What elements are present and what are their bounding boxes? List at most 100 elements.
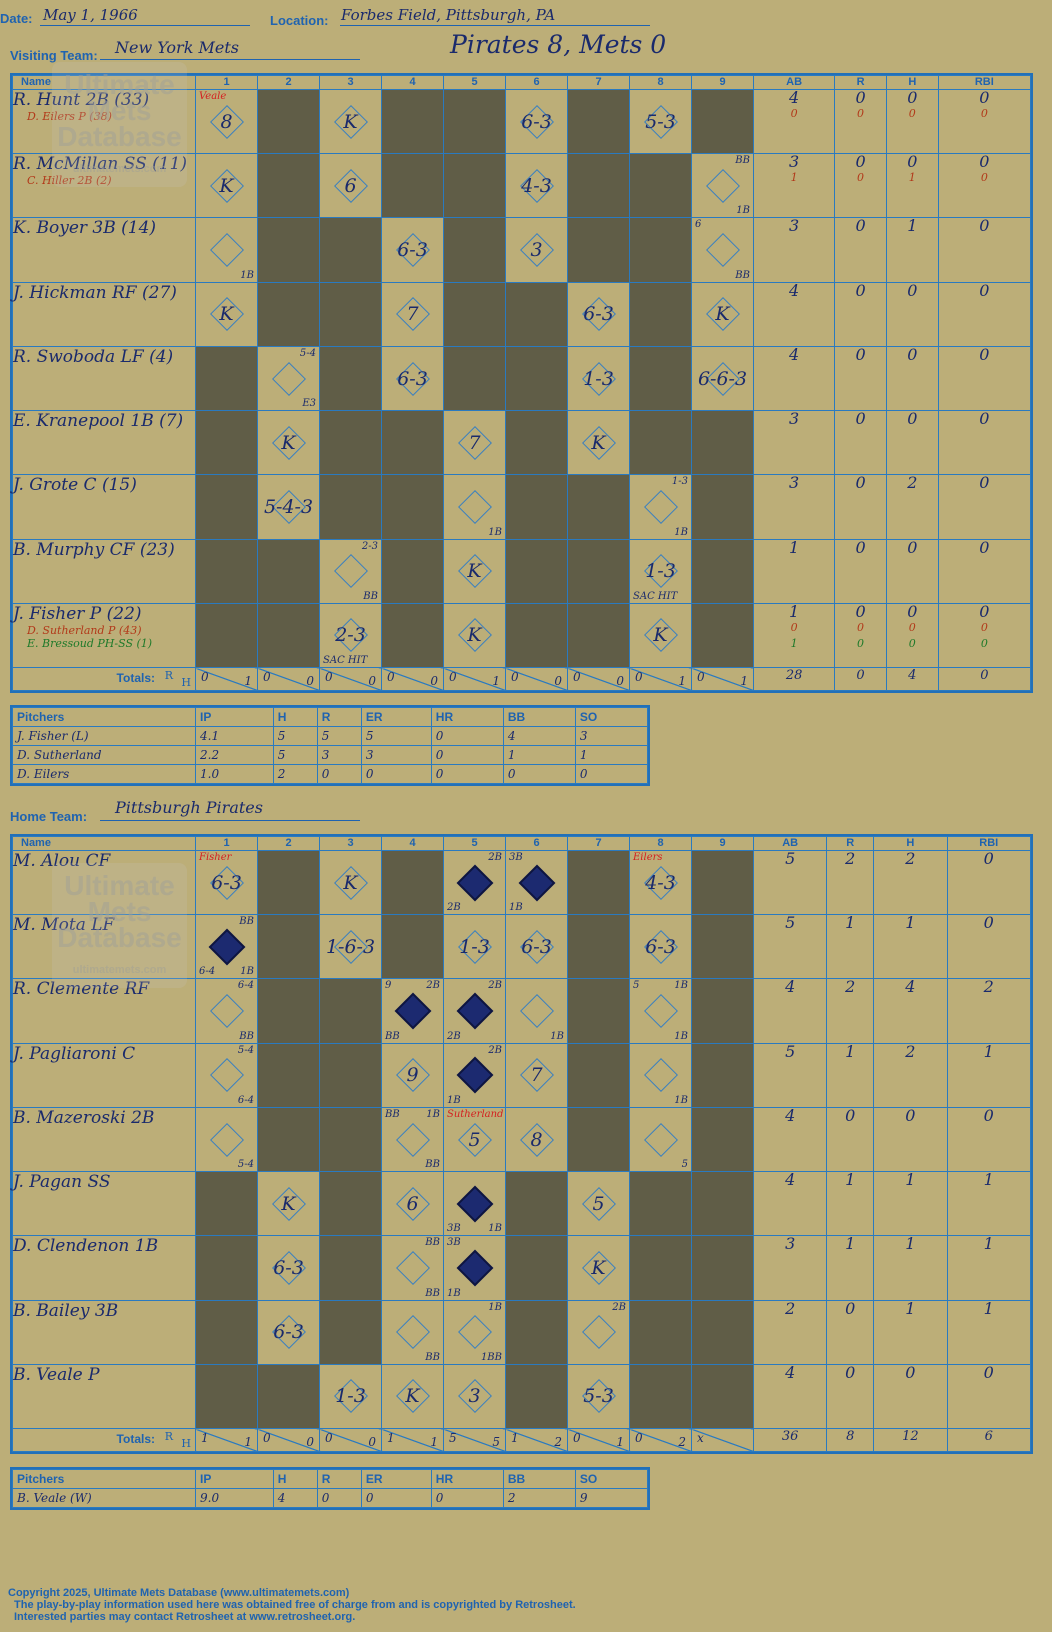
base-diamond	[456, 1185, 493, 1223]
at-bat-cell: 1B	[629, 1042, 692, 1108]
stat-value: 0	[907, 152, 918, 172]
play-note: 5-4	[237, 1159, 254, 1171]
column-header-inning: 3	[319, 836, 382, 851]
batter-stat: 0	[834, 538, 887, 604]
base-diamond	[333, 554, 368, 589]
stat-value: 2	[905, 1041, 916, 1061]
play-note: 2B	[488, 980, 502, 992]
totals-row: Totals: R H 1 1 0 0 0 0 1 1 5 5 1 2 0 1 0 2 x 36 8 12 6	[12, 1428, 1032, 1452]
at-bat-cell	[381, 410, 444, 476]
substitute-stat: 0	[857, 636, 865, 650]
at-bat-cell	[381, 88, 444, 155]
visiting-scorecard: Name 1 2 3 4 5 6 7 8 9 AB R H RBI R. Hunt 2B (33) D. E…	[10, 73, 1033, 693]
at-bat-cell	[567, 153, 630, 219]
at-bat-cell: K	[195, 153, 258, 219]
inning-hits: 0	[616, 674, 624, 688]
batter-stat: 4	[752, 978, 828, 1044]
at-bat-cell: 6-3	[629, 914, 692, 980]
stat-value: 1	[845, 1041, 856, 1061]
at-bat-cell	[319, 410, 382, 476]
batter-stat: 4	[752, 345, 836, 412]
batter-stat: 1	[873, 1235, 948, 1301]
at-bat-cell	[257, 849, 320, 916]
play-note: BB	[239, 916, 254, 928]
batter-name: J. Fisher P (22)	[13, 603, 142, 624]
batter-name-cell: B. Murphy CF (23)	[12, 538, 196, 604]
batter-name-cell: R. Swoboda LF (4)	[12, 345, 196, 412]
at-bat-cell: 6-3	[567, 281, 630, 347]
play-result: 6	[406, 1192, 419, 1215]
pitcher-stat: 3	[574, 726, 649, 746]
batter-row: J. Fisher P (22) D. Sutherland P (43) E. B…	[12, 601, 1032, 669]
play-note: BB	[425, 1287, 440, 1299]
play-result: 7	[468, 431, 481, 454]
at-bat-cell	[505, 345, 568, 412]
total-r: 8	[826, 1428, 875, 1452]
stat-value: 1	[845, 1170, 856, 1190]
play-result: 5-3	[645, 110, 676, 133]
batter-row: B. Murphy CF (23) 2-3 BB K 1-3 SAC HIT 1 0 0 0	[12, 537, 1032, 604]
play-note: 1B	[488, 526, 502, 538]
batter-row: K. Boyer 3B (14) 1B 6-3 3 6 BB 3 0 1 0	[12, 217, 1032, 283]
at-bat-cell: 2B 2B	[443, 978, 506, 1044]
batter-row: B. Bailey 3B 6-3 BB 1B 1BB 2B 2 0 1 1	[12, 1299, 1032, 1365]
base-diamond	[457, 490, 492, 524]
play-note: 1B	[674, 1030, 688, 1042]
pitcher-stat: 1	[574, 745, 649, 765]
batter-name: M. Alou CF	[13, 851, 111, 871]
stat-value: 1	[788, 601, 800, 621]
stat-value: 0	[979, 537, 990, 557]
play-note: 5-4	[299, 347, 316, 359]
stat-value: 0	[907, 344, 918, 364]
at-bat-cell	[257, 602, 320, 669]
batter-name-cell: M. Mota LF	[12, 914, 196, 980]
base-diamond	[643, 490, 678, 524]
at-bat-cell	[691, 1299, 754, 1365]
batter-row: D. Clendenon 1B 6-3 BB BB 3B 1B K 3 1 1 1	[12, 1234, 1032, 1301]
stat-value: 1	[983, 1041, 994, 1061]
stat-value: 1	[983, 1234, 994, 1254]
column-header-inning: 2	[257, 836, 320, 851]
play-result: K	[219, 174, 234, 197]
pitcher-stat: 1.0	[195, 764, 274, 784]
play-result: K	[405, 1385, 420, 1408]
base-diamond	[394, 992, 431, 1030]
batter-name-cell: J. Grote C (15)	[12, 474, 196, 540]
play-note: 1B	[240, 966, 254, 978]
at-bat-cell: 1B	[505, 978, 568, 1044]
play-result: 8	[530, 1128, 543, 1151]
stat-value: 2	[905, 849, 916, 868]
at-bat-cell	[629, 1363, 692, 1430]
at-bat-cell: K	[629, 602, 692, 669]
at-bat-cell	[319, 345, 382, 412]
at-bat-cell	[691, 914, 754, 980]
at-bat-cell	[691, 88, 754, 155]
total-h: 12	[873, 1428, 948, 1452]
at-bat-cell	[567, 88, 630, 155]
batter-name-cell: B. Veale P	[12, 1363, 196, 1430]
pitcher-stat: 1	[502, 745, 576, 765]
batter-stat: 0	[885, 537, 939, 604]
batter-stat: 3	[752, 474, 836, 540]
stat-value: 0	[979, 280, 990, 300]
stat-value: 0	[907, 537, 918, 557]
batter-stat: 1	[885, 217, 939, 283]
at-bat-cell: 1-3 SAC HIT	[629, 538, 692, 604]
at-bat-cell: 6-6-3	[691, 345, 754, 412]
batter-name: R. McMillan SS (11)	[13, 154, 188, 175]
at-bat-cell	[319, 1171, 382, 1237]
watermark-logo: Ultimate Mets Database ultimatemets.com	[52, 62, 187, 187]
play-note: Eilers	[633, 852, 663, 863]
stat-value: 0	[979, 152, 990, 172]
batter-stat: 4	[752, 1171, 828, 1237]
stat-value: 4	[905, 977, 916, 997]
inning-runs: 0	[263, 670, 271, 685]
batter-stat: 0	[885, 281, 939, 347]
pitcher-name: B. Veale (W)	[12, 1488, 196, 1508]
totals-label-cell: Totals: R H	[12, 1428, 196, 1452]
play-result: K	[467, 624, 482, 647]
